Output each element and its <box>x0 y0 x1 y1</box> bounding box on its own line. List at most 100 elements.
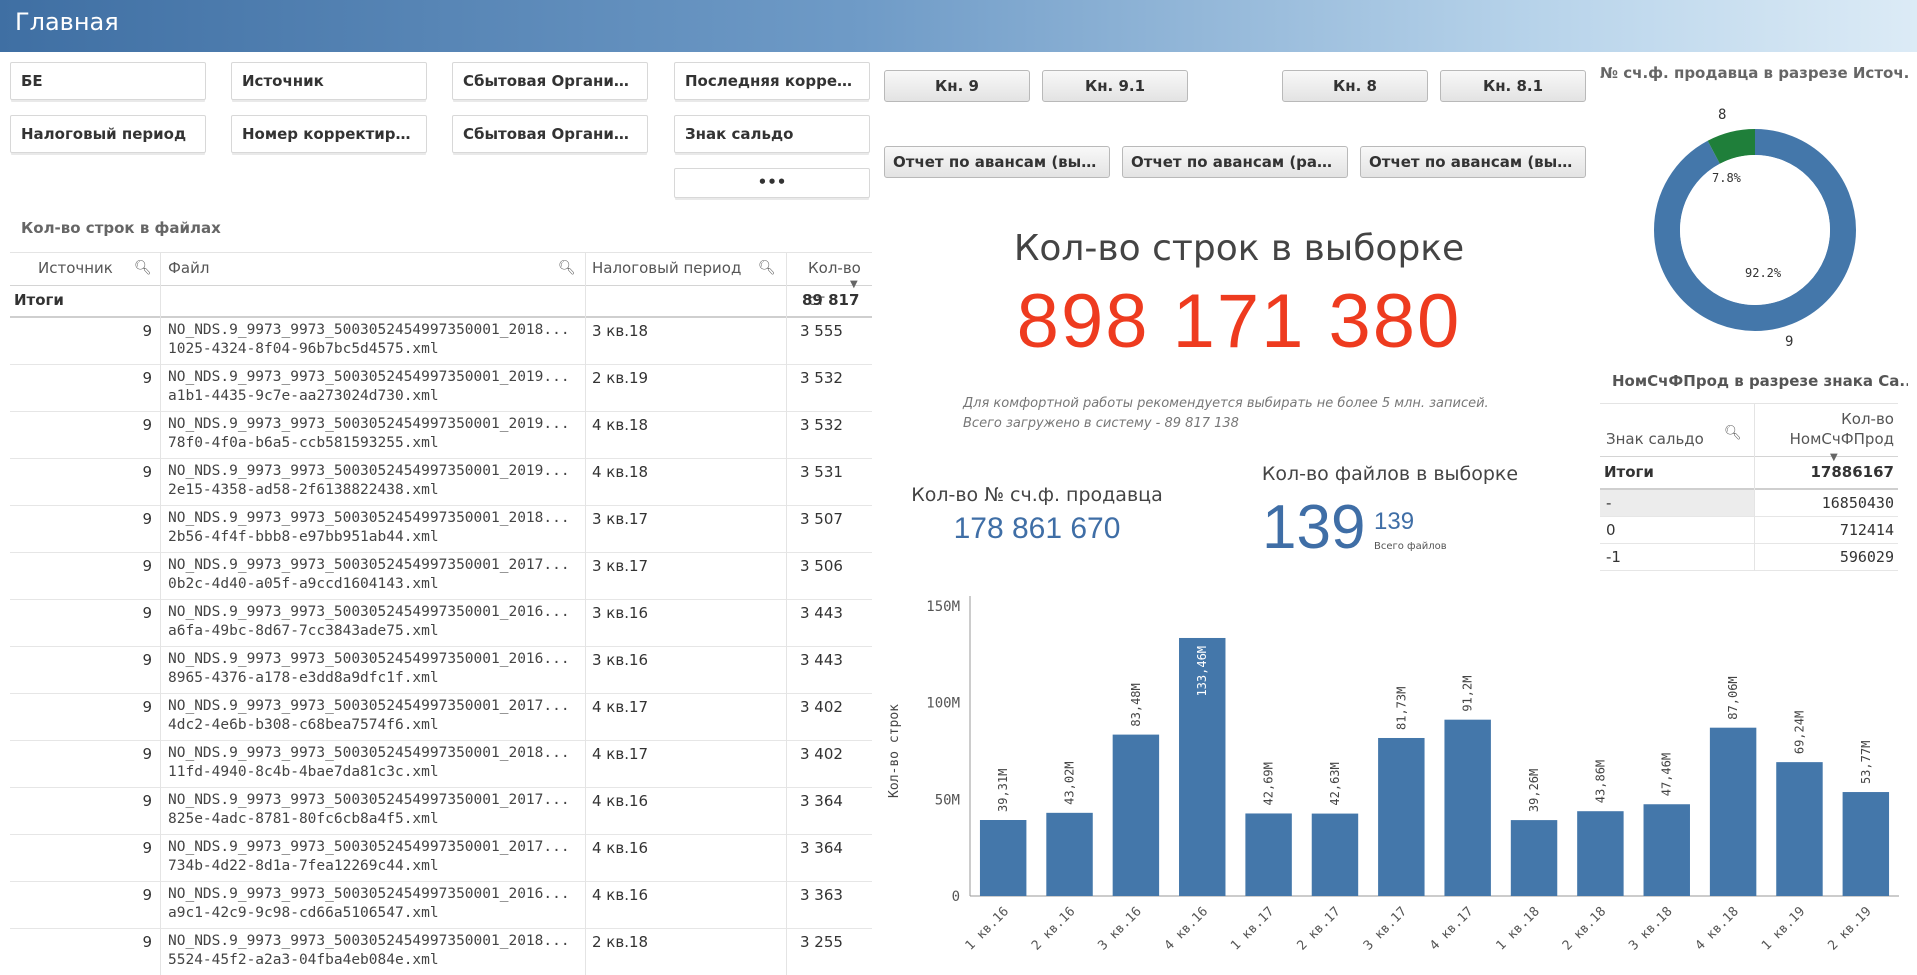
kpi-files-total-caption: Всего файлов <box>1374 541 1447 552</box>
donut-title: № сч.ф. продавца в разрезе Источ... <box>1600 64 1908 82</box>
cell-source: 9 <box>142 698 152 716</box>
table-row[interactable]: 9 NO_NDS.9_9973_9973_5003052454997350001_… <box>10 365 872 412</box>
book-8-button[interactable]: Кн. 8 <box>1282 70 1428 102</box>
x-tick-label: 4 кв.16 <box>1162 904 1211 953</box>
cell-source: 9 <box>142 651 152 669</box>
filter-source[interactable]: Источник <box>231 62 427 100</box>
page-title: Главная <box>15 8 119 36</box>
totals-row: Итоги 89 817 <box>10 284 872 318</box>
bar-value-label: 39,31M <box>996 769 1010 812</box>
book-8-1-button[interactable]: Кн. 8.1 <box>1440 70 1586 102</box>
col-header-period[interactable]: Налоговый период <box>592 259 742 277</box>
col-header-file[interactable]: Файл <box>168 259 210 277</box>
table-row[interactable]: 9 NO_NDS.9_9973_9973_5003052454997350001_… <box>10 788 872 835</box>
cell-source: 9 <box>142 933 152 951</box>
table-row[interactable]: 9 NO_NDS.9_9973_9973_5003052454997350001_… <box>10 553 872 600</box>
bar[interactable] <box>1643 804 1690 896</box>
search-icon[interactable]: 🔍︎ <box>134 260 152 276</box>
cell-period: 2 кв.18 <box>592 933 649 951</box>
donut-chart[interactable]: 8 9 7.8% 92.2% <box>1600 95 1910 355</box>
cell-period: 3 кв.17 <box>592 510 649 528</box>
cell-file-line1: NO_NDS.9_9973_9973_5003052454997350001_2… <box>168 369 570 385</box>
cell-count: 3 532 <box>800 369 843 387</box>
col-header-source[interactable]: Источник <box>38 259 113 277</box>
table-row[interactable]: 9 NO_NDS.9_9973_9973_5003052454997350001_… <box>10 882 872 929</box>
donut-slice-8[interactable] <box>1654 129 1856 331</box>
table-row[interactable]: 9 NO_NDS.9_9973_9973_5003052454997350001_… <box>10 459 872 506</box>
filter-correction-number[interactable]: Номер корректировки <box>231 115 427 153</box>
table-row[interactable]: 9 NO_NDS.9_9973_9973_5003052454997350001_… <box>10 318 872 365</box>
bar[interactable] <box>1510 820 1558 896</box>
book-9-1-button[interactable]: Кн. 9.1 <box>1042 70 1188 102</box>
x-tick-label: 1 кв.19 <box>1759 904 1808 953</box>
filter-sales-org[interactable]: Сбытовая Организация <box>452 62 648 100</box>
table-row[interactable]: 9 NO_NDS.9_9973_9973_5003052454997350001_… <box>10 694 872 741</box>
table-row[interactable]: 9 NO_NDS.9_9973_9973_5003052454997350001_… <box>10 741 872 788</box>
filter-be[interactable]: БЕ <box>10 62 206 100</box>
book-9-button[interactable]: Кн. 9 <box>884 70 1030 102</box>
kpi-files-value: 139 <box>1262 493 1366 562</box>
filter-sales-org-2[interactable]: Сбытовая Организац... <box>452 115 648 153</box>
bar[interactable] <box>1709 727 1757 896</box>
cell-file-line2: 825e-4adc-8781-80fc6cb8a4f5.xml <box>168 811 439 827</box>
advance-report-select-button[interactable]: Отчет по авансам (выб... <box>884 146 1110 178</box>
saldo-table-row[interactable]: 0 712414 <box>1600 517 1898 544</box>
saldo-col-count-line1[interactable]: Кол-во <box>1841 410 1894 428</box>
search-icon[interactable]: 🔍︎ <box>558 260 576 276</box>
cell-count: 3 531 <box>800 463 843 481</box>
saldo-table-row[interactable]: -1 596029 <box>1600 544 1898 571</box>
donut-pct-big: 92.2% <box>1745 266 1782 280</box>
more-filters-button[interactable]: ••• <box>674 168 870 198</box>
bar[interactable] <box>1842 792 1890 896</box>
table-row[interactable]: 9 NO_NDS.9_9973_9973_5003052454997350001_… <box>10 412 872 459</box>
bar-value-label: 87,06M <box>1726 676 1740 719</box>
cell-count: 3 363 <box>800 886 843 904</box>
bar[interactable] <box>1112 734 1160 896</box>
bar[interactable] <box>1776 762 1823 896</box>
saldo-table-title: НомСчФПрод в разрезе знака Са... <box>1612 372 1908 390</box>
search-icon[interactable]: 🔍︎ <box>1724 425 1742 441</box>
filter-tax-period[interactable]: Налоговый период <box>10 115 206 153</box>
saldo-col-sign[interactable]: Знак сальдо <box>1606 430 1704 448</box>
saldo-col-count-line2[interactable]: НомСчФПрод <box>1789 430 1894 448</box>
saldo-totals-value: 17886167 <box>1810 463 1895 481</box>
saldo-sign: - <box>1606 494 1612 512</box>
advance-report-export-button[interactable]: Отчет по авансам (выг... <box>1360 146 1586 178</box>
cell-source: 9 <box>142 886 152 904</box>
table-row[interactable]: 9 NO_NDS.9_9973_9973_5003052454997350001_… <box>10 929 872 975</box>
table-row[interactable]: 9 NO_NDS.9_9973_9973_5003052454997350001_… <box>10 647 872 694</box>
search-icon[interactable]: 🔍︎ <box>758 260 776 276</box>
bar-value-label: 91,2M <box>1461 676 1475 712</box>
cell-count: 3 364 <box>800 839 843 857</box>
advance-report-calc-button[interactable]: Отчет по авансам (рас... <box>1122 146 1348 178</box>
filter-last-correction[interactable]: Последняя корректир... <box>674 62 870 100</box>
bar-chart[interactable]: 0 50M 100M 150M Кол-во строк 39,31M 1 кв.16 43,… <box>884 590 1904 975</box>
cell-file-line2: 2e15-4358-ad58-2f6138822438.xml <box>168 482 439 498</box>
table-row[interactable]: 9 NO_NDS.9_9973_9973_5003052454997350001_… <box>10 835 872 882</box>
cell-count: 3 532 <box>800 416 843 434</box>
cell-source: 9 <box>142 463 152 481</box>
bar-value-label: 42,63M <box>1328 762 1342 805</box>
saldo-value: 712414 <box>1839 521 1894 539</box>
filter-saldo-sign[interactable]: Знак сальдо <box>674 115 870 153</box>
bar[interactable] <box>979 820 1027 896</box>
cell-source: 9 <box>142 416 152 434</box>
y-tick-label: 50M <box>935 792 960 808</box>
bar-value-label: 83,48M <box>1129 683 1143 726</box>
bar[interactable] <box>1245 813 1292 896</box>
bar[interactable] <box>1311 813 1359 896</box>
cell-count: 3 402 <box>800 698 843 716</box>
bar[interactable] <box>1378 737 1425 896</box>
totals-label: Итоги <box>14 291 64 309</box>
col-header-count[interactable]: Кол-во ст <box>808 259 861 309</box>
table-row[interactable]: 9 NO_NDS.9_9973_9973_5003052454997350001_… <box>10 600 872 647</box>
bar[interactable] <box>1046 812 1093 896</box>
cell-file-line1: NO_NDS.9_9973_9973_5003052454997350001_2… <box>168 463 570 479</box>
bar[interactable] <box>1444 719 1491 896</box>
bar[interactable] <box>1577 811 1624 896</box>
cell-period: 4 кв.17 <box>592 698 649 716</box>
table-row[interactable]: 9 NO_NDS.9_9973_9973_5003052454997350001_… <box>10 506 872 553</box>
saldo-table-row[interactable]: - 16850430 <box>1600 490 1898 517</box>
file-table-header <box>10 252 872 286</box>
bar[interactable] <box>1179 637 1226 896</box>
